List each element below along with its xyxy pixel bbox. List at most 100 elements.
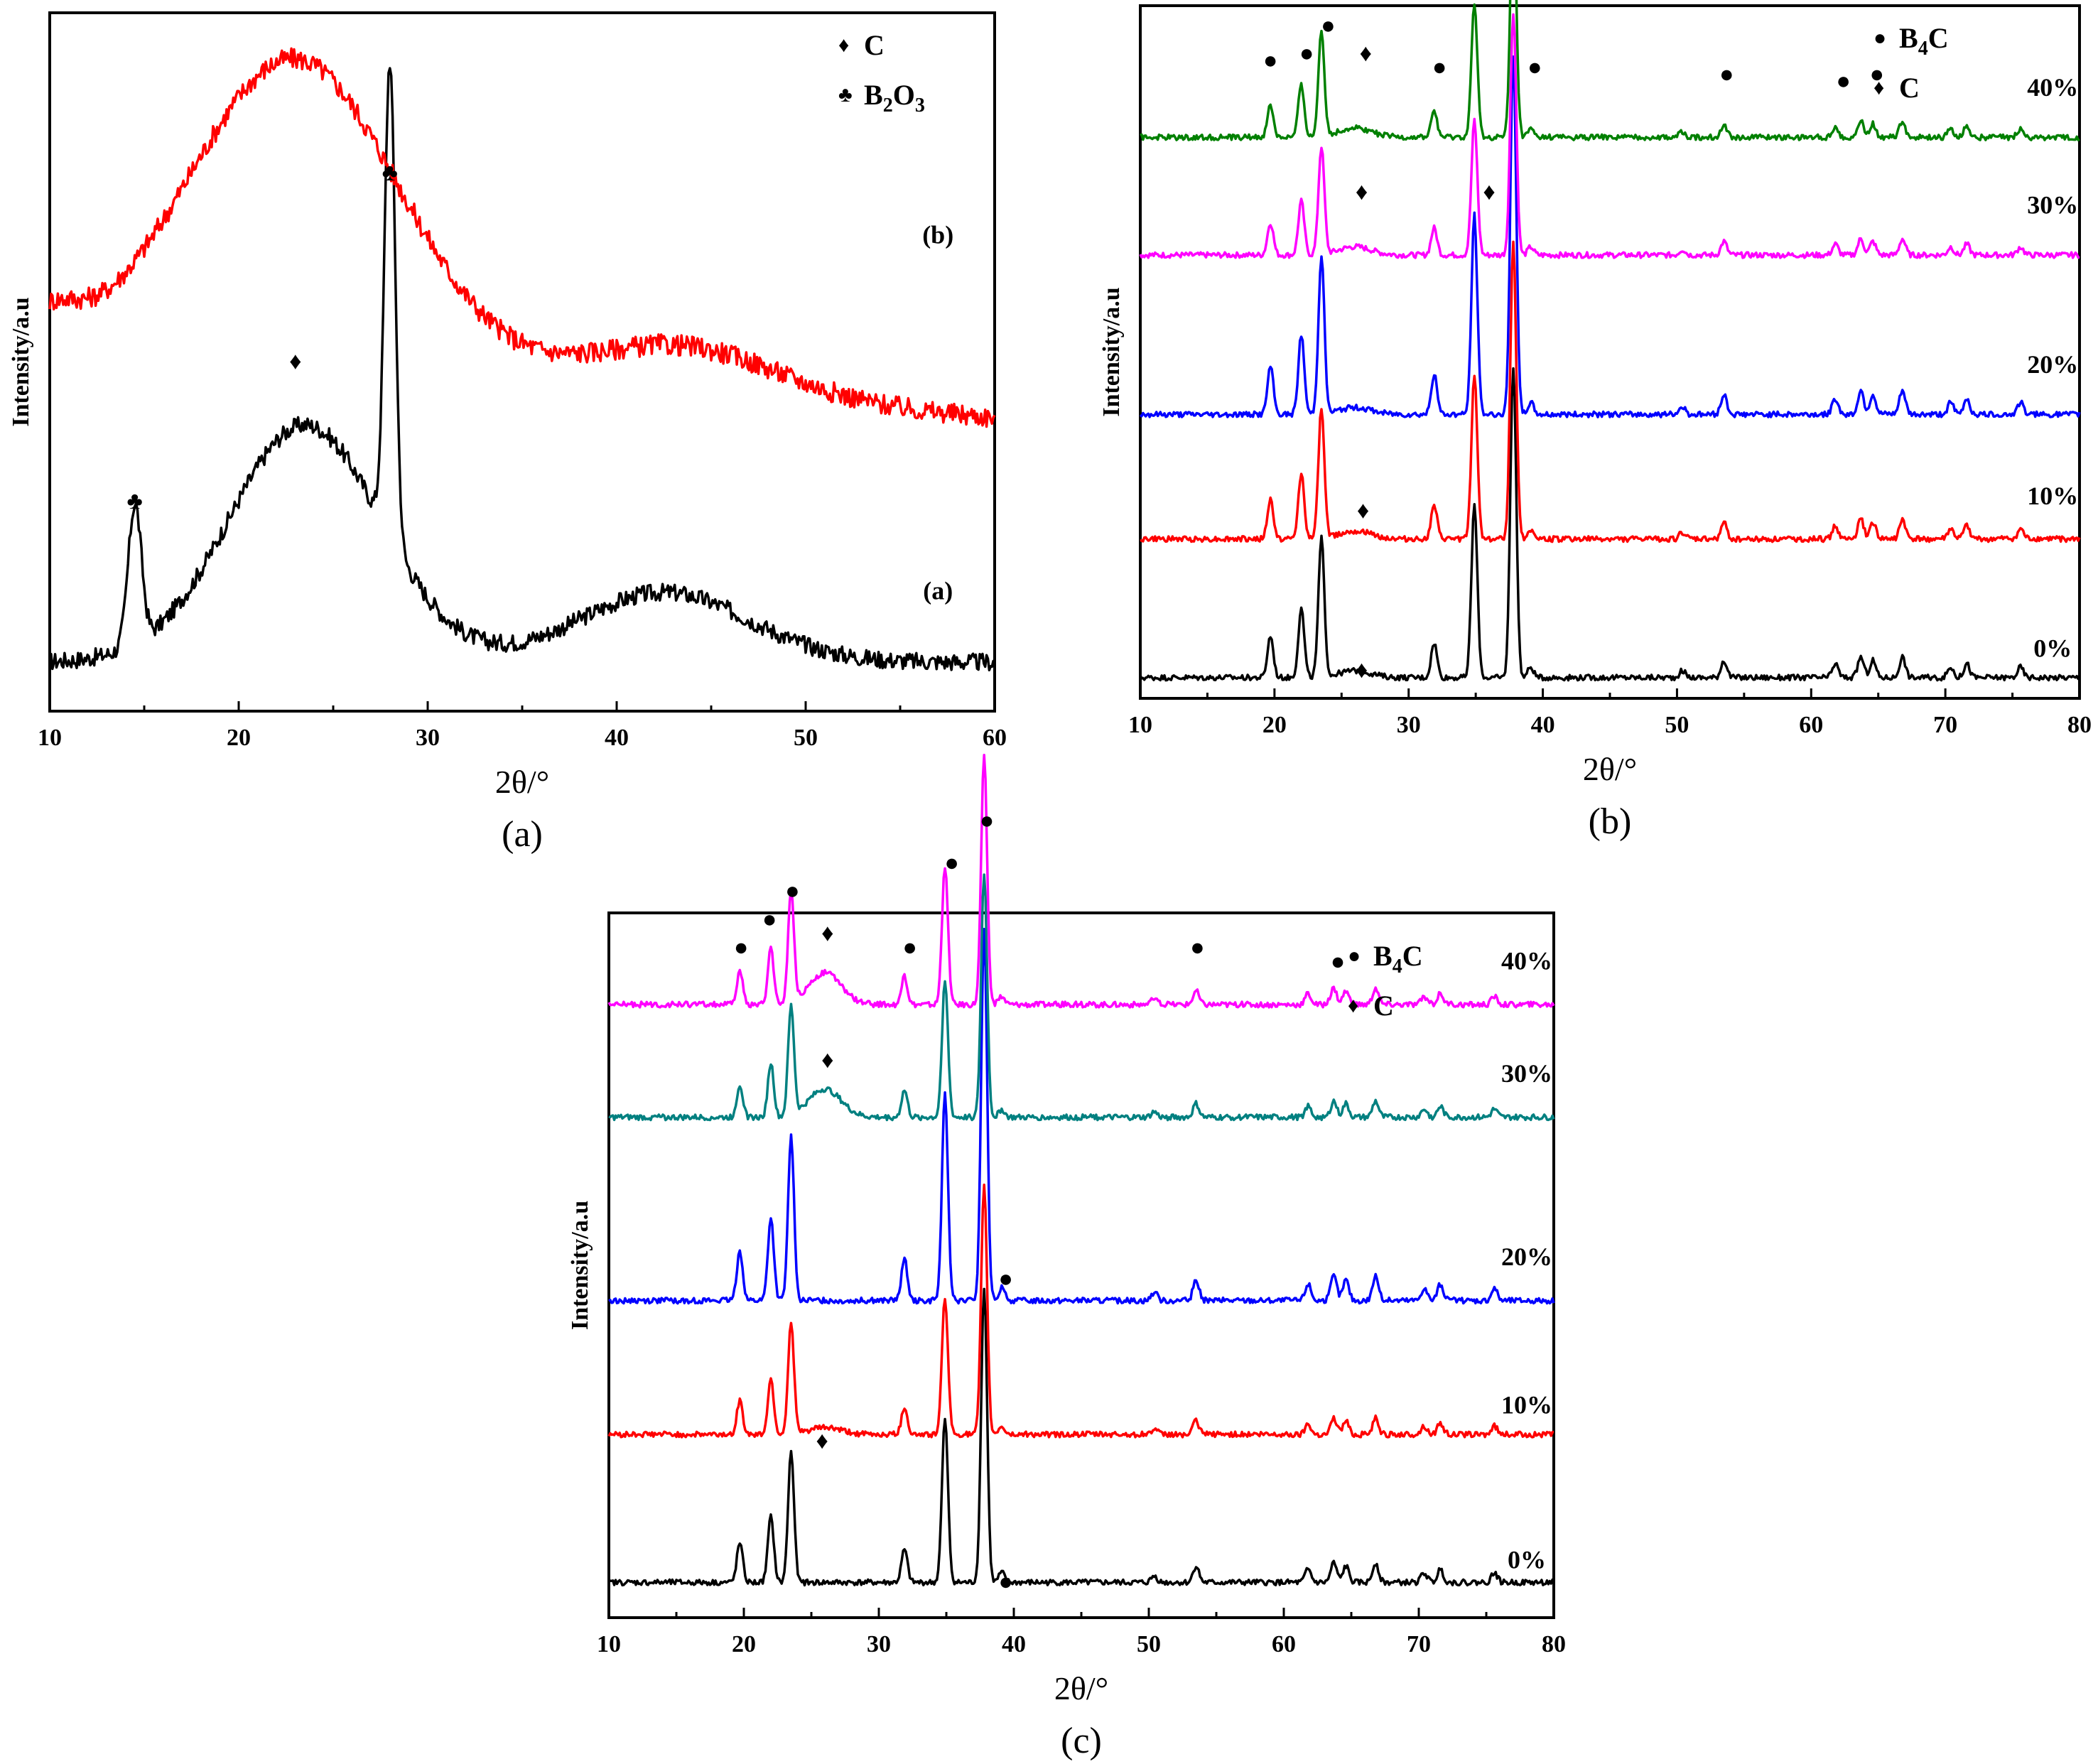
series-line-40 bbox=[1140, 0, 2080, 141]
series-label: (a) bbox=[923, 577, 953, 605]
x-axis-title: 2θ/° bbox=[1054, 1670, 1108, 1706]
series-label: 10% bbox=[2027, 482, 2078, 510]
b4c-marker: ● bbox=[902, 935, 917, 961]
legend-label: C bbox=[864, 29, 885, 61]
x-tick-label: 30 bbox=[867, 1631, 891, 1657]
x-tick-label: 50 bbox=[1137, 1631, 1161, 1657]
carbon-marker: ♦ bbox=[1483, 179, 1495, 205]
carbon-marker: ♦ bbox=[1360, 40, 1372, 67]
y-axis-title: Intensity/a.u bbox=[1098, 287, 1125, 416]
x-tick-label: 50 bbox=[1665, 712, 1689, 738]
x-tick-label: 60 bbox=[983, 725, 1007, 751]
x-axis-title: 2θ/° bbox=[495, 764, 549, 800]
series-label: 30% bbox=[2027, 191, 2078, 220]
series-label: 20% bbox=[2027, 350, 2078, 379]
b2o3-marker: ♣ bbox=[127, 488, 143, 514]
series-line-0 bbox=[1139, 367, 2081, 682]
x-tick-label: 30 bbox=[1397, 712, 1421, 738]
panel-c: 10 20 30 40 50 60 70 80 2θ/° Intensity/a.u (c) 40% 3… bbox=[567, 753, 1566, 1761]
legend-label: C bbox=[1899, 72, 1920, 104]
series-line-20 bbox=[1139, 55, 2081, 418]
b4c-marker: ● bbox=[1331, 948, 1346, 975]
series-label: 20% bbox=[1501, 1243, 1552, 1271]
series-label: 10% bbox=[1501, 1390, 1552, 1419]
x-tick-label: 20 bbox=[1262, 712, 1287, 738]
carbon-marker: ♦ bbox=[1357, 498, 1369, 524]
legend-symbol: ● bbox=[1348, 944, 1361, 968]
panel-b: 10 20 30 40 50 60 70 80 2θ/° Intensity/a.u (b) 40% 3… bbox=[1098, 0, 2092, 842]
b4c-marker: ● bbox=[1527, 55, 1542, 81]
x-tick-label: 30 bbox=[416, 725, 440, 751]
b4c-marker: ● bbox=[1299, 40, 1314, 67]
panel-caption: (c) bbox=[1061, 1721, 1102, 1761]
legend-symbol: ♦ bbox=[1348, 994, 1358, 1017]
legend-symbol: ♦ bbox=[838, 33, 849, 57]
panel-caption: (a) bbox=[502, 814, 543, 855]
y-axis-title: Intensity/a.u bbox=[567, 1201, 593, 1330]
x-tick-label: 80 bbox=[2067, 712, 2092, 738]
legend-label: B4C bbox=[1373, 940, 1423, 978]
x-axis-title: 2θ/° bbox=[1583, 751, 1637, 787]
series-label: 30% bbox=[1501, 1059, 1552, 1088]
series-line-0 bbox=[608, 1287, 1555, 1587]
x-tick-label: 40 bbox=[1531, 712, 1555, 738]
x-tick-label: 10 bbox=[597, 1631, 621, 1657]
legend-symbol: ♣ bbox=[838, 83, 853, 107]
b4c-marker: ● bbox=[980, 808, 995, 834]
x-tick-label: 50 bbox=[794, 725, 818, 751]
carbon-marker: ♦ bbox=[1356, 179, 1368, 205]
b4c-marker: ● bbox=[998, 1569, 1013, 1595]
plot-frame bbox=[607, 911, 1555, 1619]
x-tick-label: 20 bbox=[227, 725, 251, 751]
carbon-marker: ♦ bbox=[1356, 657, 1368, 683]
b4c-marker: ● bbox=[1836, 68, 1851, 94]
x-tick-label: 10 bbox=[1128, 712, 1152, 738]
legend-symbol: ● bbox=[1873, 26, 1886, 50]
b4c-marker: ● bbox=[762, 907, 777, 933]
series-label: (b) bbox=[922, 220, 953, 249]
legend-symbol: ♦ bbox=[1873, 76, 1884, 99]
series-line-30 bbox=[1139, 13, 2080, 259]
plot-frame bbox=[48, 11, 996, 713]
series-label: 40% bbox=[1501, 946, 1552, 975]
series-line-a bbox=[49, 67, 996, 672]
series-line-b bbox=[48, 47, 996, 428]
x-tick-label: 60 bbox=[1272, 1631, 1296, 1657]
series-label: 40% bbox=[2027, 73, 2078, 102]
carbon-marker: ♦ bbox=[289, 348, 301, 374]
legend-label: B2O3 bbox=[864, 79, 925, 117]
legend-label: B4C bbox=[1899, 22, 1949, 60]
x-tick-label: 70 bbox=[1933, 712, 1957, 738]
x-tick-label: 40 bbox=[605, 725, 629, 751]
b4c-marker: ● bbox=[1190, 935, 1205, 961]
b4c-marker: ● bbox=[1321, 13, 1336, 39]
b4c-marker: ● bbox=[1719, 61, 1734, 87]
series-line-10 bbox=[607, 1183, 1554, 1439]
b4c-marker: ● bbox=[1263, 48, 1278, 74]
b4c-marker: ● bbox=[1870, 61, 1885, 87]
legend-label: C bbox=[1373, 990, 1394, 1022]
x-tick-label: 70 bbox=[1407, 1631, 1431, 1657]
series-line-10 bbox=[1140, 240, 2081, 543]
x-tick-label: 80 bbox=[1542, 1631, 1566, 1657]
b4c-marker: ● bbox=[734, 935, 749, 961]
series-label: 0% bbox=[2033, 634, 2072, 663]
series-line-20 bbox=[607, 928, 1555, 1305]
carbon-marker: ♦ bbox=[821, 921, 833, 947]
carbon-marker: ♦ bbox=[816, 1428, 828, 1454]
x-tick-label: 10 bbox=[38, 725, 62, 751]
series-line-30 bbox=[608, 873, 1555, 1122]
panel-caption: (b) bbox=[1589, 801, 1632, 842]
panel-a: 10 20 30 40 50 60 2θ/° Intensity/a.u (a) (b) (a) ♦ ♣… bbox=[8, 11, 1007, 855]
b4c-marker: ● bbox=[1432, 55, 1447, 81]
y-axis-title: Intensity/a.u bbox=[8, 297, 34, 426]
b2o3-marker: ♣ bbox=[382, 160, 398, 186]
series-line-40 bbox=[607, 753, 1555, 1009]
plot-frame bbox=[1139, 4, 2081, 700]
b4c-marker: ● bbox=[998, 1266, 1013, 1292]
b4c-marker: ● bbox=[944, 850, 959, 876]
x-tick-label: 40 bbox=[1002, 1631, 1026, 1657]
x-tick-label: 60 bbox=[1799, 712, 1823, 738]
b4c-marker: ● bbox=[785, 878, 800, 904]
